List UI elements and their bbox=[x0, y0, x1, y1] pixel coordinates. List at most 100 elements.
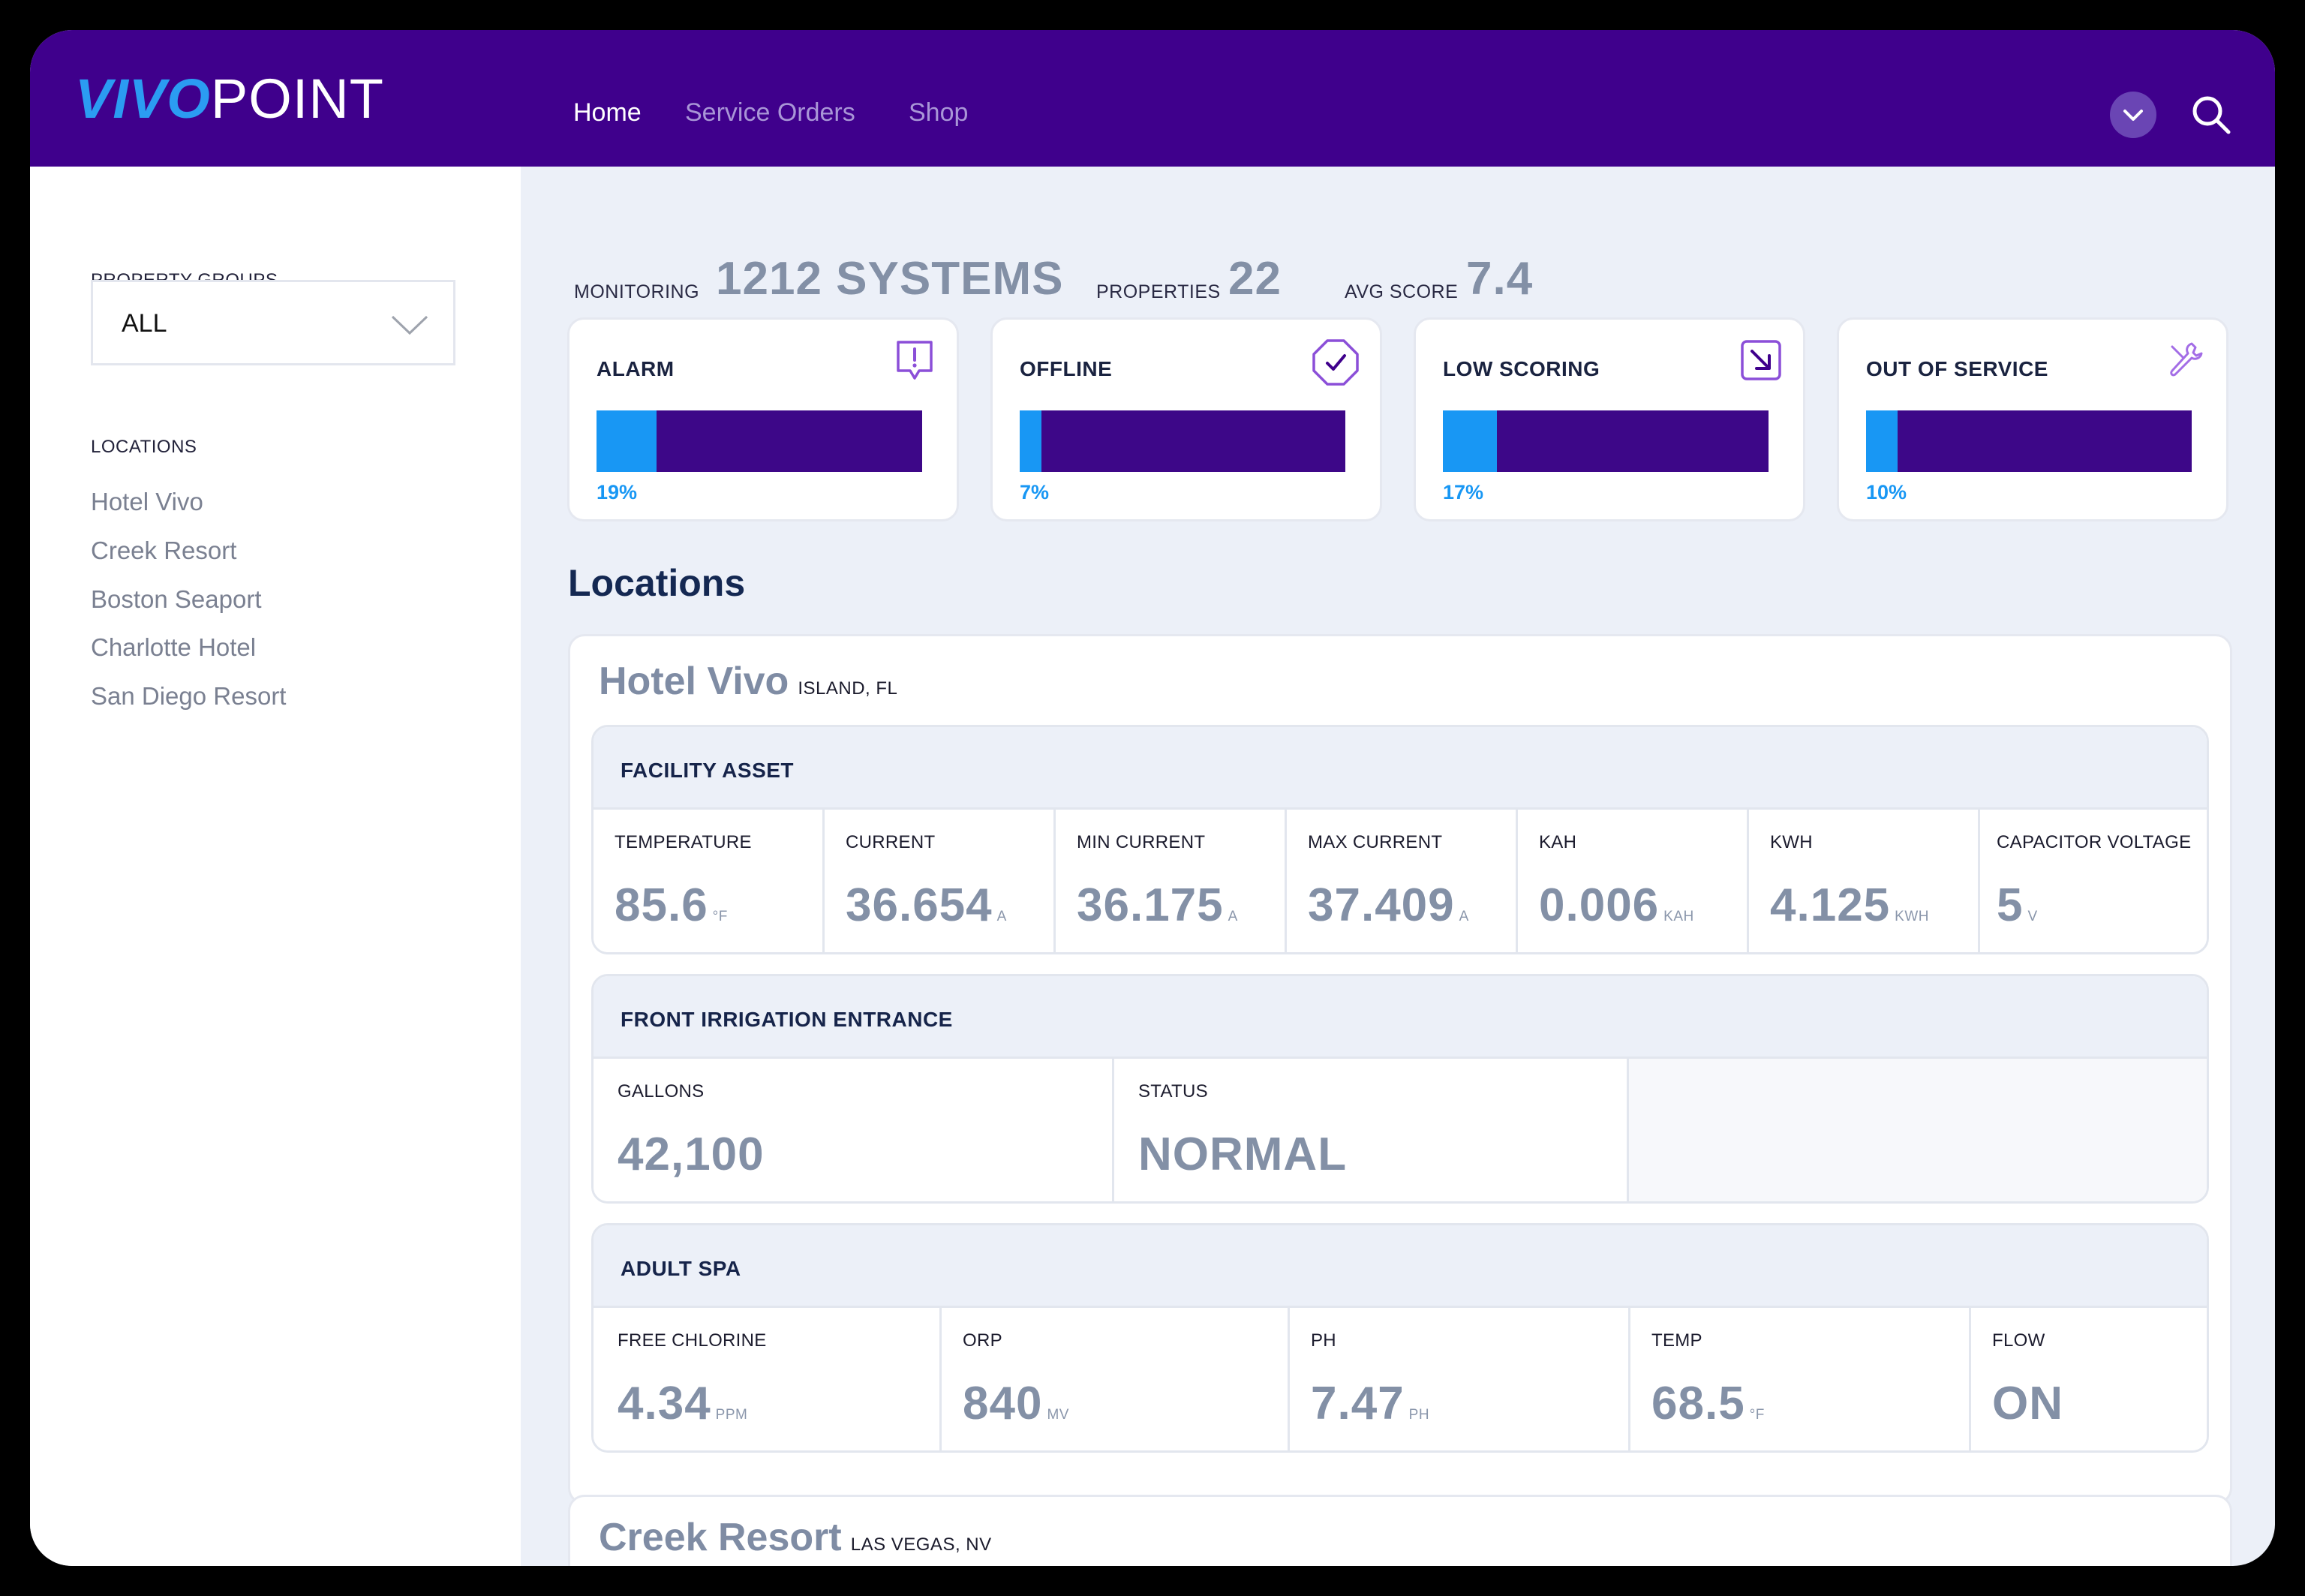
account-dropdown-button[interactable] bbox=[2110, 92, 2156, 138]
properties-value: 22 bbox=[1228, 252, 1282, 305]
metric-label: TEMPERATURE bbox=[615, 832, 752, 853]
property-groups-value: ALL bbox=[122, 309, 167, 338]
status-bar bbox=[597, 410, 922, 472]
status-card-alarm[interactable]: ALARM 19% bbox=[567, 317, 959, 521]
metric-unit: KWH bbox=[1895, 909, 1929, 924]
metric-value: 36.175 A bbox=[1077, 879, 1238, 932]
metric-number: 85.6 bbox=[615, 879, 708, 931]
vivopoint-logo[interactable]: VIVOPOINT bbox=[75, 66, 384, 132]
monitoring-label: MONITORING bbox=[574, 281, 699, 303]
nav-service-orders[interactable]: Service Orders bbox=[685, 98, 855, 128]
metric-unit: MV bbox=[1047, 1407, 1069, 1423]
location-card-hotel-vivo: Hotel Vivo ISLAND, FL FACILITY ASSET TEMP… bbox=[568, 634, 2232, 1504]
asset-adult-spa: ADULT SPA FREE CHLORINE 4.34 PPM ORP 840 M… bbox=[591, 1223, 2209, 1453]
status-card-title: ALARM bbox=[597, 357, 675, 381]
location-place: ISLAND, FL bbox=[798, 678, 897, 699]
status-bar-fill bbox=[1443, 410, 1497, 472]
metric-label: MAX CURRENT bbox=[1308, 832, 1442, 853]
check-octagon-icon bbox=[1311, 338, 1360, 387]
nav-shop[interactable]: Shop bbox=[909, 98, 968, 128]
sidebar-location-boston-seaport[interactable]: Boston Seaport bbox=[91, 585, 262, 614]
metric-label: GALLONS bbox=[618, 1081, 704, 1102]
metric-min-current: MIN CURRENT 36.175 A bbox=[1056, 810, 1287, 954]
asset-header[interactable]: FACILITY ASSET bbox=[594, 727, 2207, 810]
metric-number: 7.47 bbox=[1311, 1378, 1405, 1429]
properties-label: PROPERTIES bbox=[1096, 281, 1221, 303]
metric-kah: KAH 0.006 KAH bbox=[1518, 810, 1749, 954]
metric-unit: A bbox=[997, 909, 1007, 924]
asset-header[interactable]: FRONT IRRIGATION ENTRANCE bbox=[594, 976, 2207, 1059]
status-card-offline[interactable]: OFFLINE 7% bbox=[990, 317, 1382, 521]
metric-label: PH bbox=[1311, 1330, 1336, 1351]
metric-max-current: MAX CURRENT 37.409 A bbox=[1287, 810, 1518, 954]
metric-unit: KAH bbox=[1663, 909, 1694, 924]
metric-current: CURRENT 36.654 A bbox=[825, 810, 1056, 954]
metric-unit: A bbox=[1228, 909, 1238, 924]
sidebar-location-charlotte-hotel[interactable]: Charlotte Hotel bbox=[91, 633, 256, 662]
search-icon bbox=[2189, 93, 2234, 138]
sidebar-location-hotel-vivo[interactable]: Hotel Vivo bbox=[91, 488, 203, 516]
metric-free-chlorine: FREE CHLORINE 4.34 PPM bbox=[594, 1308, 942, 1453]
status-bar bbox=[1443, 410, 1769, 472]
asset-title: FACILITY ASSET bbox=[621, 759, 794, 783]
status-bar-fill bbox=[1020, 410, 1041, 472]
metric-value: 68.5 °F bbox=[1651, 1377, 1765, 1430]
metric-unit: PPM bbox=[716, 1407, 748, 1423]
monitoring-value: 1212 SYSTEMS bbox=[716, 252, 1063, 305]
location-place: LAS VEGAS, NV bbox=[851, 1534, 992, 1555]
logo-bold-text: VIVO bbox=[75, 68, 211, 130]
metric-value: 42,100 bbox=[618, 1128, 765, 1181]
metric-value: 37.409 A bbox=[1308, 879, 1469, 932]
metric-label: CURRENT bbox=[846, 832, 935, 853]
wrench-icon bbox=[2162, 338, 2207, 383]
metric-flow: FLOW ON bbox=[1971, 1308, 2209, 1453]
metric-value: 36.654 A bbox=[846, 879, 1007, 932]
metric-value: 840 MV bbox=[963, 1377, 1069, 1430]
metric-kwh: KWH 4.125 KWH bbox=[1749, 810, 1980, 954]
metric-orp: ORP 840 MV bbox=[942, 1308, 1290, 1453]
metric-number: 4.125 bbox=[1770, 879, 1890, 931]
metric-label: TEMP bbox=[1651, 1330, 1702, 1351]
sidebar-location-creek-resort[interactable]: Creek Resort bbox=[91, 537, 236, 565]
metric-unit: °F bbox=[1750, 1407, 1765, 1423]
nav-home[interactable]: Home bbox=[573, 98, 642, 128]
metric-value: 85.6 °F bbox=[615, 879, 728, 932]
metric-value: 0.006 KAH bbox=[1539, 879, 1694, 932]
status-card-low-scoring[interactable]: LOW SCORING 17% bbox=[1414, 317, 1805, 521]
metric-ph: PH 7.47 PH bbox=[1290, 1308, 1630, 1453]
search-button[interactable] bbox=[2189, 93, 2234, 142]
status-card-percent: 17% bbox=[1443, 481, 1483, 504]
avg-score-label: AVG SCORE bbox=[1345, 281, 1458, 303]
metric-value: 4.125 KWH bbox=[1770, 879, 1929, 932]
sidebar-location-san-diego-resort[interactable]: San Diego Resort bbox=[91, 682, 286, 711]
metric-label: FLOW bbox=[1992, 1330, 2045, 1351]
metric-unit: A bbox=[1459, 909, 1469, 924]
sidebar: PROPERTY GROUPS ALL LOCATIONS Hotel Vivo… bbox=[30, 167, 521, 1566]
location-title: Hotel Vivo bbox=[599, 660, 789, 703]
status-card-percent: 10% bbox=[1866, 481, 1907, 504]
status-card-title: LOW SCORING bbox=[1443, 357, 1600, 381]
top-header: VIVOPOINT Home Service Orders Shop bbox=[30, 30, 2275, 167]
property-groups-select[interactable]: ALL bbox=[91, 280, 455, 365]
asset-header[interactable]: ADULT SPA bbox=[594, 1225, 2207, 1308]
location-name[interactable]: Hotel Vivo ISLAND, FL bbox=[599, 659, 897, 704]
locations-label: LOCATIONS bbox=[91, 437, 197, 458]
metric-label: ORP bbox=[963, 1330, 1002, 1351]
metric-label: CAPACITOR VOLTAGE bbox=[1997, 832, 2191, 853]
metric-number: 36.175 bbox=[1077, 879, 1224, 931]
metric-unit: PH bbox=[1409, 1407, 1429, 1423]
status-bar-fill bbox=[597, 410, 657, 472]
metric-gallons: GALLONS 42,100 bbox=[594, 1059, 1114, 1204]
metric-number: 5 bbox=[1997, 879, 2023, 931]
asset-front-irrigation-entrance: FRONT IRRIGATION ENTRANCE GALLONS 42,100… bbox=[591, 974, 2209, 1204]
metric-label: KAH bbox=[1539, 832, 1576, 853]
metric-number: 42,100 bbox=[618, 1129, 765, 1180]
metric-number: 68.5 bbox=[1651, 1378, 1745, 1429]
location-name[interactable]: Creek Resort LAS VEGAS, NV bbox=[599, 1515, 992, 1560]
status-card-out-of-service[interactable]: OUT OF SERVICE 10% bbox=[1837, 317, 2228, 521]
status-card-percent: 19% bbox=[597, 481, 637, 504]
chevron-down-icon bbox=[2122, 105, 2144, 125]
